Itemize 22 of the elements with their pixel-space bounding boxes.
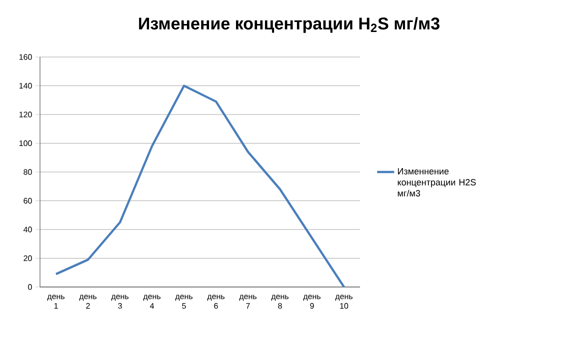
x-tick-label: день 10 bbox=[335, 294, 353, 309]
y-tick-label: 80 bbox=[24, 169, 32, 175]
x-tick-label: день 9 bbox=[303, 294, 321, 309]
y-tick-label: 100 bbox=[19, 140, 32, 146]
x-tick-label: день 2 bbox=[79, 294, 97, 309]
legend-label: Изменнение концентрации H2S мг/м3 bbox=[398, 168, 476, 196]
x-tick-label: день 7 bbox=[239, 294, 257, 309]
x-tick-label: день 5 bbox=[175, 294, 193, 309]
x-tick-label: день 4 bbox=[143, 294, 161, 309]
y-tick-label: 120 bbox=[19, 112, 32, 118]
y-tick-label: 20 bbox=[24, 255, 32, 262]
x-tick-label: день 8 bbox=[271, 294, 289, 309]
y-tick-label: 60 bbox=[24, 198, 32, 204]
line-series bbox=[54, 84, 346, 287]
chart-title: Изменение концентрации H$_{2}$S мг/м3 bbox=[139, 17, 440, 33]
y-tick-label: 160 bbox=[19, 54, 32, 60]
x-tick-label: день 3 bbox=[111, 294, 129, 309]
y-tick-label: 40 bbox=[23, 226, 32, 232]
y-tick-label: 0 bbox=[28, 284, 32, 290]
x-tick-label: день 6 bbox=[207, 294, 225, 309]
y-tick-label: 140 bbox=[19, 82, 32, 89]
x-tick-label: день 1 bbox=[47, 294, 65, 309]
